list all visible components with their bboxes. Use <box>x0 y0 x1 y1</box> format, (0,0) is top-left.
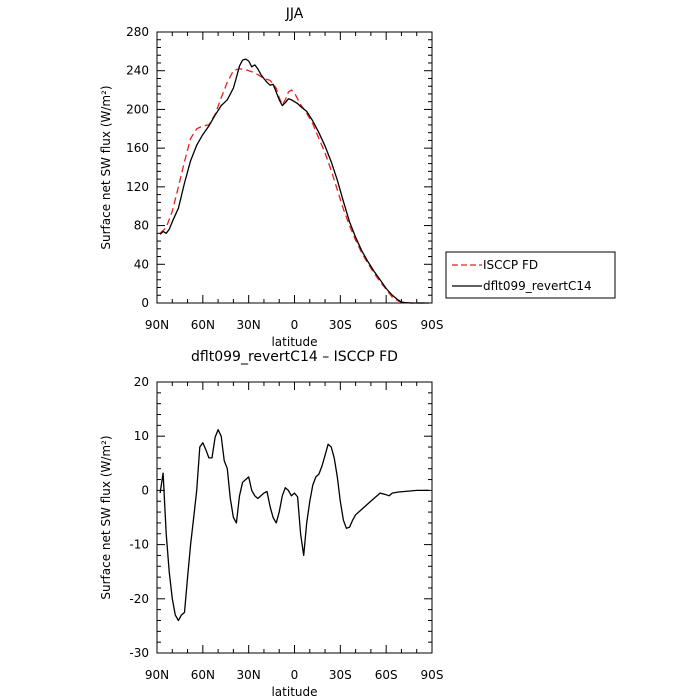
y-tick-label: -20 <box>129 592 149 606</box>
x-tick-label: 30N <box>237 668 261 682</box>
y-tick-label: 10 <box>134 429 149 443</box>
bottom-panel: dflt099_revertC14 – ISCCP FD -30 -20 -10 0 10… <box>99 349 443 699</box>
y-tick-label: 240 <box>126 64 149 78</box>
x-tick-label: 90N <box>145 668 169 682</box>
x-axis-label: latitude <box>271 335 317 349</box>
chart-title: JJA <box>285 6 304 22</box>
y-tick-label: 160 <box>126 141 149 155</box>
plot-frame <box>156 381 433 654</box>
series-line-0 <box>159 429 429 622</box>
x-tick-label: 90S <box>421 668 444 682</box>
x-tick-label: 0 <box>291 318 299 332</box>
x-tick-label: 30S <box>329 318 352 332</box>
x-tick-label: 90N <box>145 318 169 332</box>
x-tick-label: 90S <box>421 318 444 332</box>
y-tick-label: 200 <box>126 102 149 116</box>
chart-title: dflt099_revertC14 – ISCCP FD <box>191 349 398 365</box>
y-axis-label: Surface net SW flux (W/m²) <box>99 435 113 599</box>
y-axis-label: Surface net SW flux (W/m²) <box>99 85 113 249</box>
y-tick-label: -10 <box>129 538 149 552</box>
y-tick-label: 120 <box>126 180 149 194</box>
legend-label-1: dflt099_revertC14 <box>483 279 592 293</box>
y-tick-label: 80 <box>134 219 149 233</box>
x-tick-label: 60S <box>375 668 398 682</box>
y-tick-label: 0 <box>141 296 149 310</box>
legend-label-0: ISCCP FD <box>483 258 538 272</box>
series-line-0 <box>159 68 429 304</box>
top-panel: JJA 0 40 80 120 160 200 240 280 90N 60N 30N 0 30S 60S 9… <box>99 6 616 349</box>
y-tick-label: 0 <box>141 483 149 497</box>
y-tick-label: -30 <box>129 646 149 660</box>
x-tick-label: 0 <box>291 668 299 682</box>
legend-box <box>445 251 616 299</box>
x-tick-label: 60N <box>191 668 215 682</box>
series-line-1 <box>159 58 429 304</box>
legend: ISCCP FD dflt099_revertC14 <box>445 251 616 299</box>
x-tick-label: 30N <box>237 318 261 332</box>
x-axis-label: latitude <box>271 685 317 699</box>
plot-frame <box>156 31 433 304</box>
x-tick-label: 60S <box>375 318 398 332</box>
y-tick-label: 20 <box>134 375 149 389</box>
y-tick-label: 40 <box>134 257 149 271</box>
x-tick-label: 60N <box>191 318 215 332</box>
x-tick-label: 30S <box>329 668 352 682</box>
y-tick-label: 280 <box>126 25 149 39</box>
